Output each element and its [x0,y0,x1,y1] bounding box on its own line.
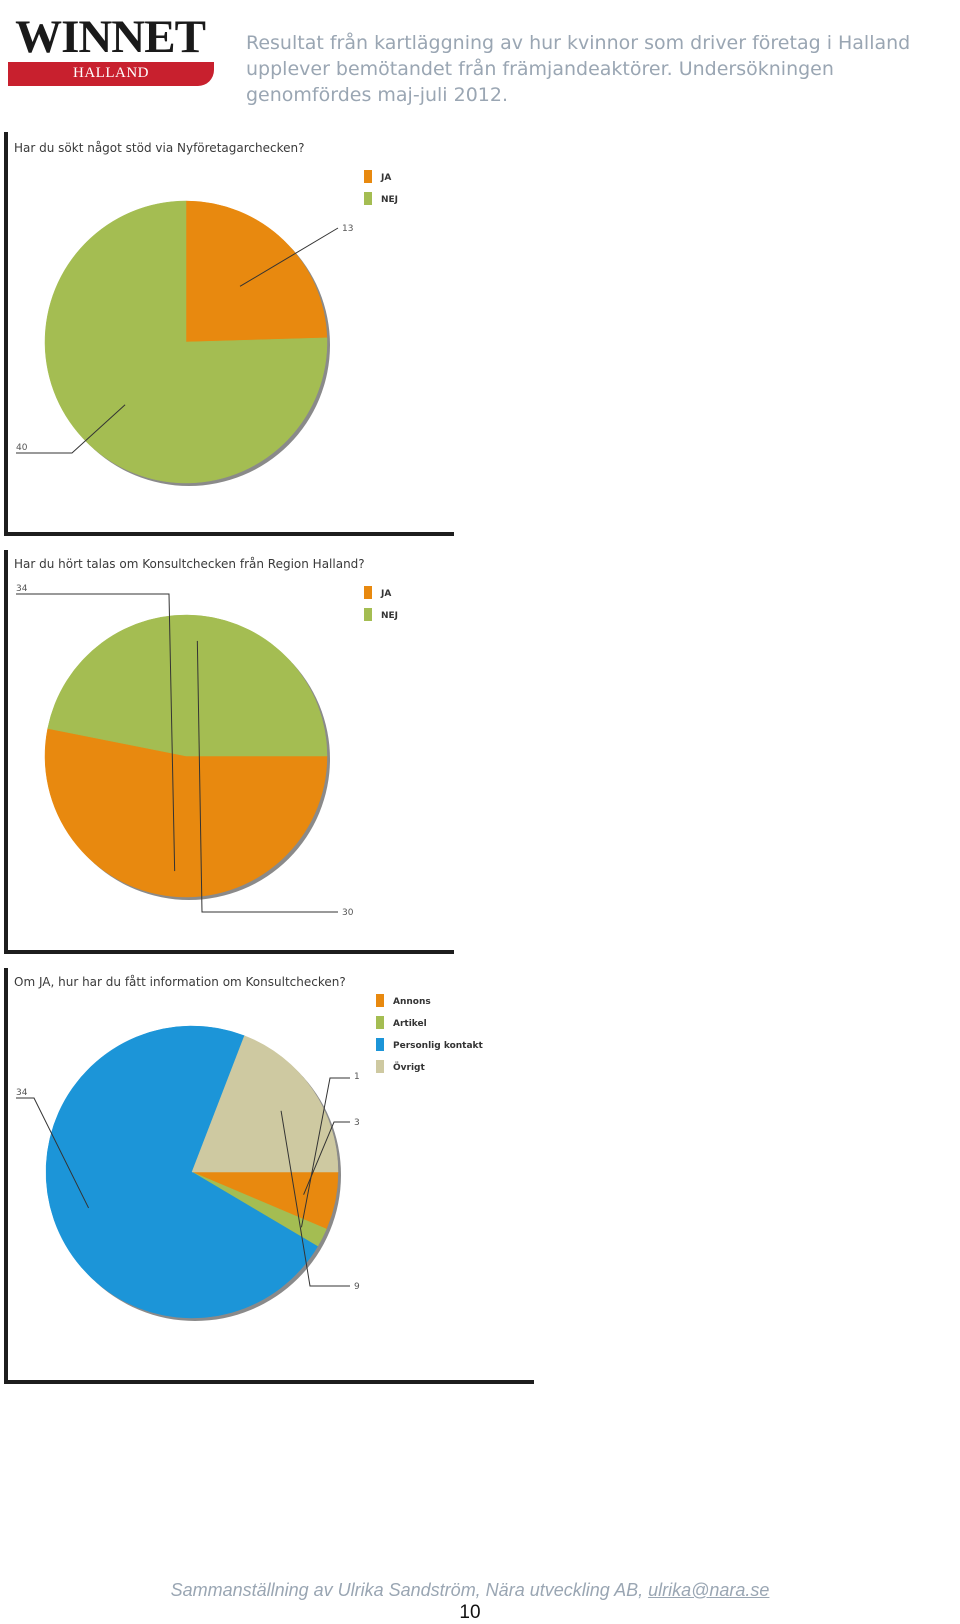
chart-panel-3: Om JA, hur har du fått information om Ko… [4,968,534,1384]
legend-swatch-artikel [376,1016,384,1029]
legend-swatch-ovrigt [376,1060,384,1073]
leader-line-personlig-kontakt [16,1097,90,1209]
pie-slice-personlig-kontakt [45,1025,318,1319]
pie-chart-nyforetagarchecken: Har du sökt något stöd via Nyföretagarch… [14,141,398,486]
legend-label-ja: JA [380,589,391,599]
pie-slice-nej [47,614,328,757]
value-label-ovrigt: 9 [354,1282,360,1292]
page-number: 10 [459,1602,481,1623]
legend-label-nej: NEJ [381,611,398,621]
pie-chart-konsultchecken-awareness: Har du hört talas om Konsultchecken från… [14,557,398,918]
legend-label-artikel: Artikel [393,1019,427,1029]
legend-label-annons: Annons [393,997,431,1007]
leader-line-ovrigt [280,1110,350,1287]
value-label-artikel: 1 [354,1072,360,1082]
legend-label-nej: NEJ [381,195,398,205]
chart-title: Har du sökt något stöd via Nyföretagarch… [14,141,304,155]
footer-credit-text: Sammanställning av Ulrika Sandström, När… [170,1580,644,1600]
leader-line-nej [16,404,126,454]
legend-swatch-ja [364,170,372,183]
chart-title: Om JA, hur har du fått information om Ko… [14,975,346,989]
logo-wordmark: WINNET [15,11,206,63]
chart-panel-1: Har du sökt något stöd via Nyföretagarch… [4,132,454,536]
value-label-ja: 34 [16,584,28,594]
pie-slice-ovrigt [191,1035,339,1173]
chart-panel-2: Har du hört talas om Konsultchecken från… [4,550,454,954]
value-label-personlig-kontakt: 34 [16,1088,28,1098]
pie-slice-ja [185,200,328,343]
report-header-text: Resultat från kartläggning av hur kvinno… [246,32,911,106]
legend-swatch-nej [364,608,372,621]
leader-line-ja [239,227,339,287]
legend-swatch-annons [376,994,384,1007]
pie-slice-ja [44,728,328,898]
value-label-annons: 3 [354,1118,360,1128]
leader-line-nej [196,640,338,913]
legend-label-ja: JA [380,173,391,183]
pie-chart-konsultchecken-source: Om JA, hur har du fått information om Ko… [14,975,484,1321]
chart-title: Har du hört talas om Konsultchecken från… [14,557,365,571]
legend-label-ovrigt: Övrigt [393,1062,425,1073]
footer-credit: Sammanställning av Ulrika Sandström, När… [0,1580,940,1601]
winnet-halland-logo: WINNET HALLAND [4,12,216,88]
legend-label-personlig-kontakt: Personlig kontakt [393,1041,484,1051]
logo-red-band: HALLAND [8,62,214,86]
pie-slice-nej [44,200,328,484]
legend-swatch-personlig-kontakt [376,1038,384,1051]
leader-line-ja [16,593,176,872]
leader-line-artikel [300,1077,350,1228]
value-label-nej: 40 [16,443,28,453]
logo-subtitle: HALLAND [73,65,149,81]
value-label-ja: 13 [342,224,353,234]
footer-email-link[interactable]: ulrika@nara.se [648,1580,770,1600]
legend-swatch-ja [364,586,372,599]
leader-line-annons [303,1121,350,1195]
value-label-nej: 30 [342,908,354,918]
legend-swatch-nej [364,192,372,205]
